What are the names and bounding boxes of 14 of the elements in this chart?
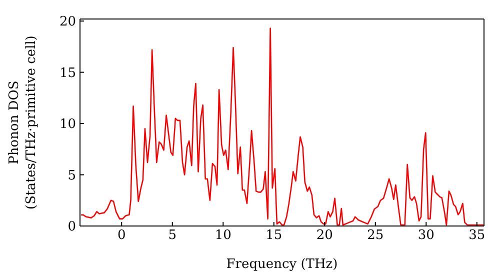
y-axis-title: Phonon DOS (States/THz·primitive cell) xyxy=(7,35,39,210)
x-tick-label: 35 xyxy=(468,228,486,244)
x-tick-label: 20 xyxy=(316,228,333,244)
x-tick-label: 15 xyxy=(266,228,282,244)
y-tick-label: 20 xyxy=(59,14,76,30)
x-tick-label: 0 xyxy=(117,228,126,244)
y-tick-label: 5 xyxy=(68,168,76,184)
x-tick-label: 5 xyxy=(168,228,177,244)
x-tick-label: 10 xyxy=(214,228,232,244)
y-tick-label: 10 xyxy=(59,117,76,132)
y-tick-label: 15 xyxy=(59,66,76,81)
x-tick-label: 30 xyxy=(418,228,434,244)
x-tick-label: 25 xyxy=(367,228,384,244)
x-axis-title: Frequency (THz) xyxy=(226,257,338,272)
